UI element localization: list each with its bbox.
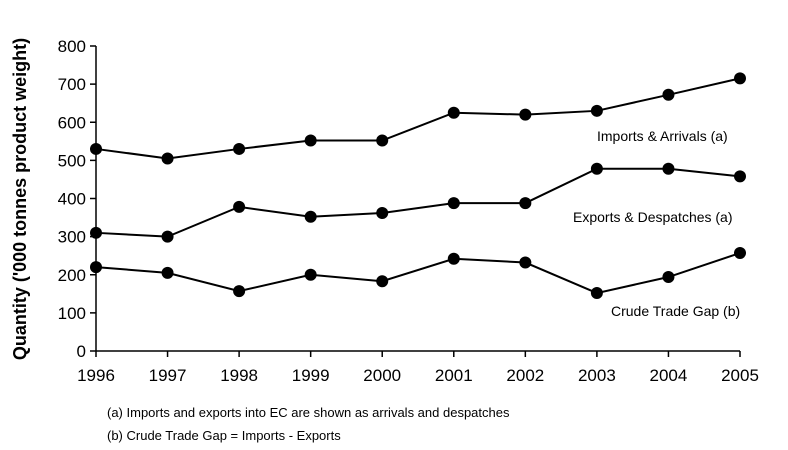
- y-tick-label: 700: [58, 75, 86, 94]
- x-tick-label: 1998: [220, 366, 258, 385]
- data-point: [376, 275, 389, 288]
- data-point: [90, 142, 102, 155]
- y-tick-label: 0: [77, 342, 86, 361]
- y-tick-label: 200: [58, 266, 86, 285]
- y-tick-label: 600: [58, 113, 86, 132]
- y-tick-label: 400: [58, 190, 86, 209]
- x-tick-label: 1996: [77, 366, 115, 385]
- data-point: [662, 162, 675, 175]
- data-point: [90, 261, 102, 274]
- data-point: [447, 197, 460, 210]
- data-point: [447, 252, 460, 265]
- data-point: [233, 200, 246, 213]
- data-point: [590, 287, 603, 300]
- data-point: [304, 210, 317, 223]
- data-point: [233, 142, 246, 155]
- data-point: [734, 247, 746, 260]
- data-point: [304, 268, 317, 281]
- x-tick-label: 2005: [721, 366, 759, 385]
- data-point: [161, 230, 174, 243]
- data-point: [376, 134, 389, 147]
- x-tick-label: 2003: [578, 366, 616, 385]
- x-tick-label: 2004: [650, 366, 688, 385]
- data-point: [161, 152, 174, 165]
- series-label: Crude Trade Gap (b): [611, 303, 740, 319]
- data-point: [90, 226, 102, 239]
- data-point: [519, 108, 532, 121]
- data-point: [376, 206, 389, 219]
- data-point: [734, 170, 746, 183]
- data-point: [233, 285, 246, 298]
- data-point: [590, 104, 603, 117]
- data-point: [447, 106, 460, 119]
- x-tick-label: 2000: [363, 366, 401, 385]
- data-point: [662, 271, 675, 284]
- x-tick-label: 1997: [149, 366, 187, 385]
- series-line: [95, 252, 741, 295]
- data-point: [734, 72, 746, 85]
- y-tick-label: 800: [58, 37, 86, 56]
- series-label: Imports & Arrivals (a): [597, 128, 728, 144]
- footnote-a: (a) Imports and exports into EC are show…: [107, 405, 510, 420]
- x-tick-label: 2002: [506, 366, 544, 385]
- series-line: [95, 167, 741, 238]
- footnote-b: (b) Crude Trade Gap = Imports - Exports: [107, 428, 341, 443]
- series-group: [90, 72, 746, 300]
- data-point: [662, 88, 675, 101]
- data-point: [519, 256, 532, 269]
- series-label: Exports & Despatches (a): [573, 209, 733, 225]
- ticks: 0 100 200 300 400 500 600 700 800 1996 1997 1998 199…: [58, 37, 759, 385]
- y-tick-label: 100: [58, 304, 86, 323]
- series-line: [95, 77, 741, 160]
- y-tick-label: 300: [58, 228, 86, 247]
- data-point: [590, 162, 603, 175]
- y-axis-label: Quantity ('000 tonnes product weight): [10, 38, 30, 360]
- series-labels: Imports & Arrivals (a) Exports & Despatch…: [573, 128, 740, 319]
- data-point: [519, 197, 532, 210]
- y-tick-label: 500: [58, 151, 86, 170]
- x-tick-label: 1999: [292, 366, 330, 385]
- data-point: [161, 266, 174, 279]
- x-tick-label: 2001: [435, 366, 473, 385]
- data-point: [304, 134, 317, 147]
